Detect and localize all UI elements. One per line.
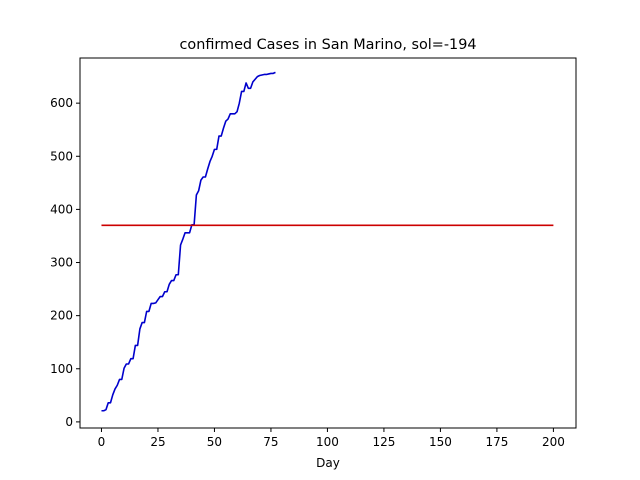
x-tick-label: 175 (485, 435, 508, 449)
x-tick-label: 125 (372, 435, 395, 449)
y-tick-label: 200 (50, 309, 73, 323)
plot-area (80, 58, 576, 428)
x-tick-label: 100 (316, 435, 339, 449)
y-tick-label: 600 (50, 96, 73, 110)
x-axis-ticks: 0 25 50 75 100 125 150 175 200 (98, 428, 565, 449)
x-tick-label: 150 (429, 435, 452, 449)
y-axis-ticks: 0 100 200 300 400 500 600 (50, 96, 80, 429)
y-tick-label: 0 (65, 415, 73, 429)
x-tick-label: 75 (263, 435, 278, 449)
y-tick-label: 300 (50, 256, 73, 270)
x-axis-label: Day (316, 456, 340, 470)
y-tick-label: 400 (50, 202, 73, 216)
y-tick-label: 100 (50, 362, 73, 376)
x-tick-label: 0 (98, 435, 106, 449)
x-tick-label: 50 (207, 435, 222, 449)
plot-frame (79, 57, 577, 429)
chart-title: confirmed Cases in San Marino, sol=-194 (179, 37, 476, 53)
x-tick-label: 200 (542, 435, 565, 449)
y-tick-label: 500 (50, 149, 73, 163)
series-layer (101, 71, 554, 412)
x-tick-label: 25 (150, 435, 165, 449)
series-line-0 (101, 71, 276, 412)
